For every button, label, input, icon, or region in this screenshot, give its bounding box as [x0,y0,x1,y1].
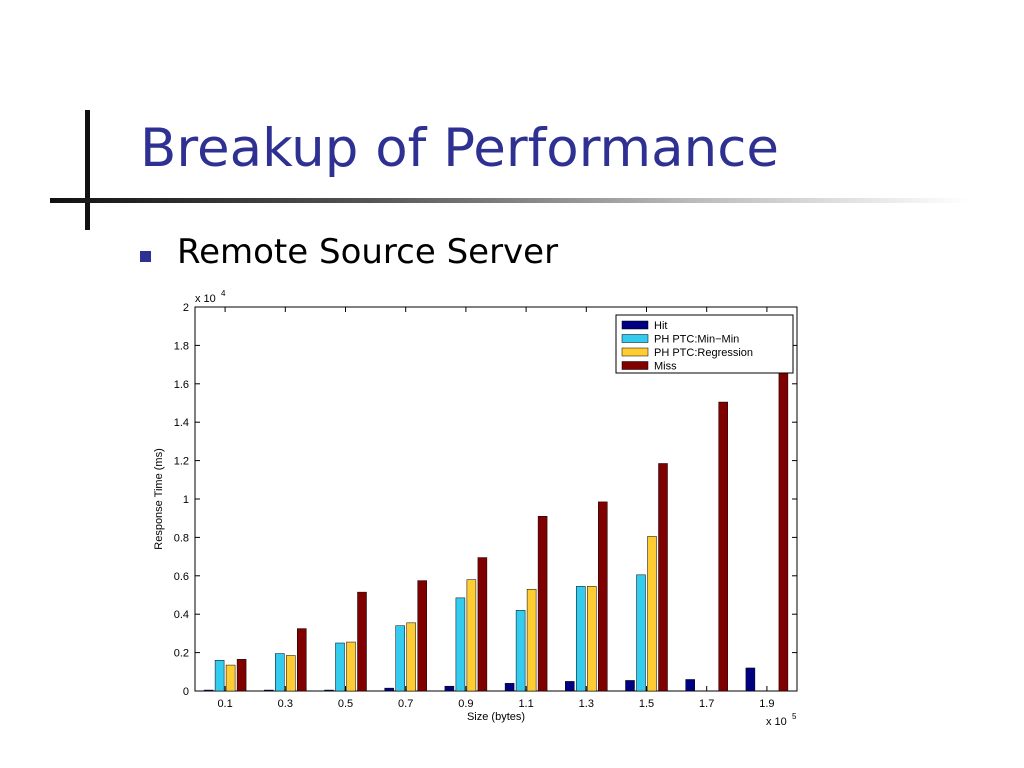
legend-swatch-1 [621,334,649,343]
x-tick-label: 1.7 [699,698,714,710]
bar-series-1-0.1 [214,660,225,692]
legend-label-3: Miss [654,361,677,373]
legend-swatch-3 [621,361,649,370]
bar-series-0-0.7 [384,687,394,692]
bar-series-3-0.7 [417,580,427,692]
bar-series-2-0.3 [286,655,296,692]
legend-label-2: PH PTC:Regression [654,347,753,359]
bar-series-3-1.1 [537,516,548,692]
bar-series-3-1.5 [658,463,668,692]
bar-series-0-0.3 [264,689,274,692]
slide-title: Breakup of Performance [140,118,780,179]
bar-series-0-0.5 [324,689,334,692]
bar-series-2-0.9 [466,579,477,692]
bar-series-0-1.3 [565,681,575,692]
x-tick-label: 1.9 [759,698,774,710]
x-tick-label: 1.5 [639,698,654,710]
bar-series-1-1.5 [636,574,646,692]
x-tick-label: 0.7 [398,698,413,710]
bar-series-0-0.9 [444,685,455,692]
bar-series-0-1.1 [504,683,515,692]
x-tick-label: 0.5 [338,698,353,710]
y-tick-label: 0.8 [174,532,189,544]
legend-swatch-0 [621,320,649,330]
bar-series-3-0.1 [236,659,247,692]
bar-series-2-1.3 [587,586,597,692]
x-axis-label: Size (bytes) [467,711,525,723]
y-axis-label: Response Time (ms) [153,448,165,549]
y-tick-label: 1.6 [174,379,189,391]
y-tick-label: 1.8 [174,340,189,352]
y-tick-label: 0.4 [174,609,189,621]
bar-series-1-0.9 [455,597,466,692]
x-tick-label: 1.1 [518,698,533,710]
bar-series-0-1.9 [745,667,756,692]
y-exponent-power: 4 [221,289,226,298]
x-tick-label: 0.3 [278,698,293,710]
bar-series-3-1.7 [718,401,728,692]
y-tick-label: 0.2 [174,648,189,660]
x-tick-label: 1.3 [579,698,594,710]
bar-series-3-0.9 [477,557,488,692]
bar-series-1-0.7 [395,625,405,692]
bar-series-0-0.1 [203,689,214,692]
slide-vertical-rule [85,110,90,230]
y-exponent-label: x 10 [195,293,216,305]
bar-series-2-0.1 [225,664,236,692]
bar-series-2-0.7 [406,622,416,692]
bullet-text: Remote Source Server [177,232,559,272]
bar-series-3-1.9 [778,354,789,692]
bar-series-1-0.5 [335,642,345,692]
legend-swatch-2 [621,347,649,357]
slide-horizontal-rule [50,198,970,203]
bullet-square-icon [140,251,151,262]
bar-series-2-1.5 [647,536,657,692]
bar-series-2-0.5 [346,641,356,692]
bar-series-3-0.5 [357,591,367,692]
x-exponent-power: 5 [792,712,797,721]
bar-chart: 0 0.2 0.4 0.6 0.8 1 1.2 1.4 1.6 1.8 2 x 10 4 0.1 0.3 0.… [153,289,798,728]
bar-series-1-1.1 [515,610,526,692]
legend-label-0: Hit [654,320,667,332]
bar-series-0-1.5 [625,680,635,692]
y-tick-label: 2 [183,302,189,314]
bar-series-3-0.3 [297,628,307,692]
x-tick-label: 0.1 [217,698,232,710]
y-tick-label: 0.6 [174,571,189,583]
bar-series-2-1.1 [526,588,537,692]
y-tick-label: 1.4 [174,417,189,429]
bar-series-3-1.3 [598,501,608,692]
x-tick-label: 0.9 [458,698,473,710]
y-tick-label: 1 [183,494,189,506]
y-tick-label: 1.2 [174,456,189,468]
bar-series-0-1.7 [685,679,695,692]
y-tick-label: 0 [183,686,189,698]
x-exponent-label: x 10 [766,716,787,728]
bar-series-1-0.3 [275,653,285,692]
legend-label-1: PH PTC:Min−Min [654,334,739,346]
bar-series-1-1.3 [576,586,586,692]
